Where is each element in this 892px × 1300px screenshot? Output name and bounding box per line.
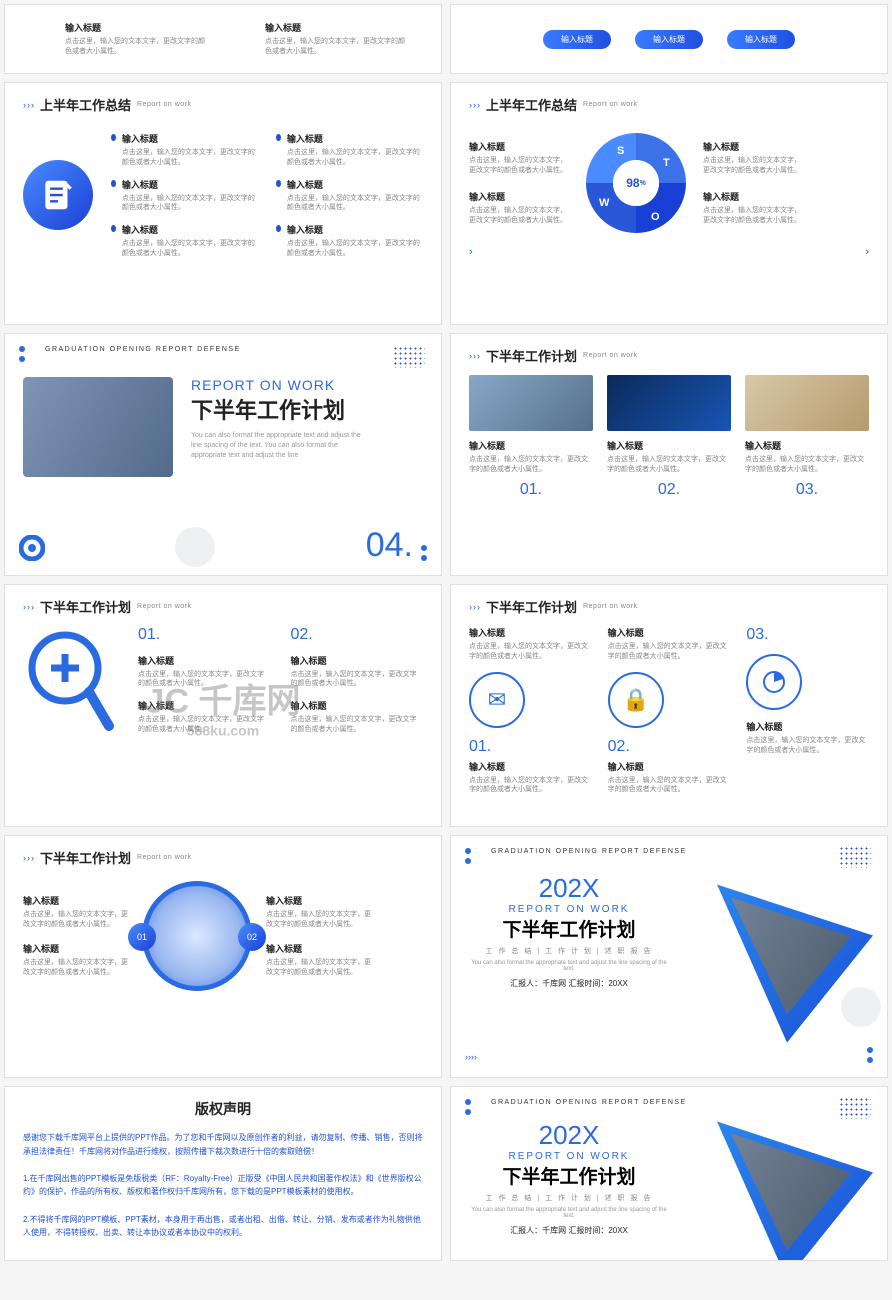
- slide-partial-1: 输入标题点击这里，输入您的文本文字，更改文字的颜色或者大小属性。 输入标题点击这…: [4, 4, 442, 74]
- magnifier-icon: [23, 626, 118, 736]
- handshake-image: [23, 377, 173, 477]
- slide-cover-2: GRADUATION OPENING REPORT DEFENSE 202X R…: [450, 1086, 888, 1261]
- item-body: 点击这里，输入您的文本文字，更改文字的颜色或者大小属性。: [65, 37, 205, 57]
- section-number: 04.: [366, 526, 413, 565]
- thumb-image: [745, 375, 869, 431]
- pill-button[interactable]: 输入标题: [543, 30, 611, 49]
- svg-text:T: T: [663, 157, 670, 169]
- thumb-image: [469, 375, 593, 431]
- item-body: 点击这里，输入您的文本文字，更改文字的颜色或者大小属性。: [122, 148, 258, 168]
- mail-icon: ✉: [469, 672, 525, 728]
- slide-summary-icon: ›››上半年工作总结Report on work 输入标题点击这里，输入您的文本…: [4, 82, 442, 325]
- badge: 02: [238, 923, 266, 951]
- pill-button[interactable]: 输入标题: [727, 30, 795, 49]
- swot-chart: S T O W 98%: [581, 128, 691, 238]
- overline: GRADUATION OPENING REPORT DEFENSE: [45, 346, 423, 353]
- slide-section-cover: GRADUATION OPENING REPORT DEFENSE REPORT…: [4, 333, 442, 576]
- document-icon: [23, 160, 93, 230]
- slide-plan-icons: ›››下半年工作计划Report on work 输入标题点击这里，输入您的文本…: [450, 584, 888, 827]
- slide-plan-magnifier: ›››下半年工作计划Report on work JC 千库网588ku.com…: [4, 584, 442, 827]
- slide-swot: ›››上半年工作总结Report on work 输入标题点击这里，输入您的文本…: [450, 82, 888, 325]
- slide-plan-circle: ›››下半年工作计划Report on work 输入标题点击这里，输入您的文本…: [4, 835, 442, 1078]
- item-body: 点击这里，输入您的文本文字，更改文字的颜色或者大小属性。: [265, 37, 405, 57]
- svg-text:S: S: [617, 145, 624, 157]
- center-image: [142, 881, 252, 991]
- slide-plan-images: ›››下半年工作计划Report on work 输入标题点击这里，输入您的文本…: [450, 333, 888, 576]
- item-title: 输入标题: [122, 132, 258, 145]
- svg-text:W: W: [599, 197, 610, 209]
- item-title: 输入标题: [265, 21, 405, 34]
- header-title: 上半年工作总结: [40, 95, 131, 114]
- header-sub: Report on work: [137, 101, 191, 108]
- slide-cover-1: GRADUATION OPENING REPORT DEFENSE 202X R…: [450, 835, 888, 1078]
- badge: 01: [128, 923, 156, 951]
- pill-button[interactable]: 输入标题: [635, 30, 703, 49]
- slide-partial-2: 输入标题 输入标题 输入标题: [450, 4, 888, 74]
- item-title: 输入标题: [65, 21, 205, 34]
- piechart-icon: [746, 654, 802, 710]
- lock-icon: 🔒: [608, 672, 664, 728]
- slide-copyright: 版权声明 感谢您下载千库网平台上提供的PPT作品。为了您和千库网以及原创作者的利…: [4, 1086, 442, 1261]
- copyright-text: 感谢您下载千库网平台上提供的PPT作品。为了您和千库网以及原创作者的利益，请勿复…: [23, 1131, 423, 1240]
- chevron-icon: ›: [23, 100, 26, 110]
- thumb-image: [607, 375, 731, 431]
- svg-text:O: O: [651, 211, 660, 223]
